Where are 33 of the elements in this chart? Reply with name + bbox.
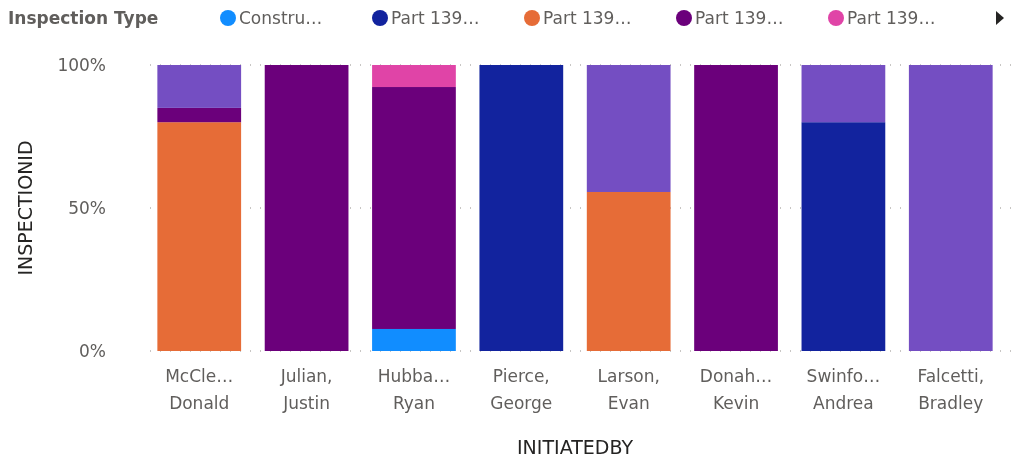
y-axis-title: INSPECTIONID [14, 140, 36, 276]
x-tick-label: Swinfo… Andrea [806, 366, 881, 413]
legend-label: Part 139… [391, 8, 480, 28]
legend-label: Constru… [239, 8, 323, 28]
legend-label: Part 139… [695, 8, 784, 28]
bar [908, 65, 993, 351]
x-tick-label: Larson, Evan [597, 366, 660, 413]
bar [801, 122, 886, 351]
bar [157, 122, 242, 351]
bar [157, 65, 242, 108]
bar [372, 328, 456, 351]
x-tick-label: Falcetti, Bradley [917, 366, 985, 413]
bar [586, 191, 671, 351]
y-tick-label: 100% [57, 54, 106, 75]
bar [586, 65, 671, 192]
x-tick-label: Hubba… Ryan [377, 366, 451, 413]
x-tick-label: Donah… Kevin [699, 366, 773, 413]
x-tick-label: Julian, Justin [279, 366, 333, 413]
legend-title: Inspection Type [8, 8, 159, 28]
bar [157, 107, 242, 123]
x-tick-label: Pierce, George [490, 366, 553, 413]
x-tick-label: McCle… Donald [165, 366, 234, 413]
bar [264, 65, 349, 351]
y-tick-label: 50% [68, 197, 106, 218]
bar [479, 65, 564, 351]
bar [372, 87, 456, 329]
legend-label: Part 139… [847, 8, 936, 28]
y-tick-label: 0% [79, 340, 106, 361]
bar [801, 65, 886, 123]
x-axis-title: INITIATEDBY [517, 436, 634, 458]
bar [372, 65, 456, 88]
legend-label: Part 139… [543, 8, 632, 28]
bar [694, 65, 778, 351]
